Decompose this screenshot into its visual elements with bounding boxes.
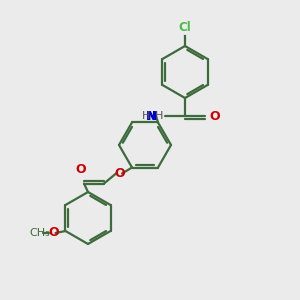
Text: CH₃: CH₃	[29, 228, 50, 238]
Text: Cl: Cl	[178, 21, 191, 34]
Text: N: N	[147, 110, 157, 122]
Text: N: N	[146, 110, 156, 122]
Text: H: H	[142, 111, 150, 121]
Text: O: O	[48, 226, 59, 239]
Text: O: O	[209, 110, 220, 122]
Text: O: O	[76, 163, 86, 176]
Text: O: O	[115, 167, 125, 180]
Text: H: H	[154, 111, 163, 121]
